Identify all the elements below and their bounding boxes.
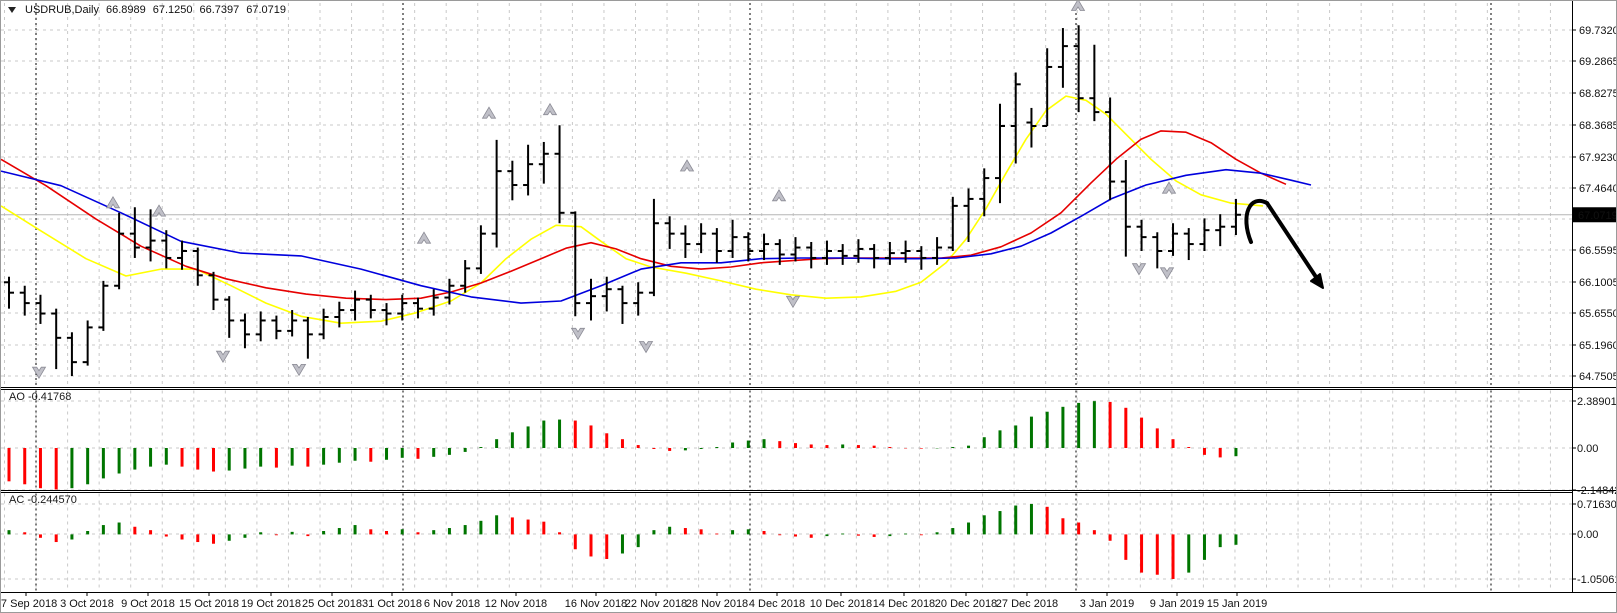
svg-text:16 Nov 2018: 16 Nov 2018 [565,598,627,610]
svg-text:69.2865: 69.2865 [1579,56,1617,68]
svg-text:67.9230: 67.9230 [1579,152,1617,164]
fractal-down-icon [1131,263,1147,276]
grid-lines [1,3,1572,592]
symbol-dropdown-icon[interactable] [8,7,16,13]
svg-text:68.3685: 68.3685 [1579,120,1617,132]
fractal-down-icon [291,363,307,377]
arrow-head [1310,273,1324,289]
svg-text:28 Nov 2018: 28 Nov 2018 [686,598,748,610]
svg-text:12 Nov 2018: 12 Nov 2018 [485,598,547,610]
svg-text:-1.05061: -1.05061 [1577,574,1617,586]
trend-annotation-arrow[interactable] [1244,199,1324,289]
svg-text:14 Dec 2018: 14 Dec 2018 [873,598,935,610]
ao-indicator-label: AO -0.41768 [9,391,72,403]
fractal-up-icon [771,189,787,202]
fractal-down-icon [785,295,801,309]
svg-text:3 Jan 2019: 3 Jan 2019 [1080,598,1134,610]
symbol-period-label: USDRUB,Daily [25,4,99,16]
ohlc-bars [4,25,1241,377]
svg-text:10 Dec 2018: 10 Dec 2018 [810,598,872,610]
period-separator-lines [35,3,1492,592]
ac-indicator-label: AC -0.244570 [9,494,77,506]
svg-text:66.5595: 66.5595 [1579,245,1617,257]
fractal-down-icon [570,327,586,341]
svg-text:65.6550: 65.6550 [1579,308,1617,320]
svg-text:3 Oct 2018: 3 Oct 2018 [60,598,114,610]
svg-text:15 Jan 2019: 15 Jan 2019 [1207,598,1268,610]
fractal-up-icon [151,204,167,217]
svg-text:69.7320: 69.7320 [1579,25,1617,37]
svg-text:9 Oct 2018: 9 Oct 2018 [121,598,175,610]
fractal-up-icon [105,196,121,209]
fractal-arrows [31,1,1177,379]
svg-text:25 Oct 2018: 25 Oct 2018 [302,598,362,610]
svg-text:6 Nov 2018: 6 Nov 2018 [424,598,480,610]
svg-text:19 Oct 2018: 19 Oct 2018 [241,598,301,610]
fractal-down-icon [638,341,654,354]
ao-histogram [7,401,1238,490]
fractal-up-icon [542,102,558,116]
quote-high: 67.1250 [152,4,193,16]
alligator-jaw-line [1,168,1312,304]
svg-text:27 Sep 2018: 27 Sep 2018 [1,598,57,610]
quote-open: 66.8989 [105,4,146,16]
svg-text:9 Jan 2019: 9 Jan 2019 [1150,598,1204,610]
svg-text:4 Dec 2018: 4 Dec 2018 [749,598,805,610]
svg-text:22 Nov 2018: 22 Nov 2018 [625,598,687,610]
fractal-up-icon [679,159,695,172]
svg-text:20 Dec 2018: 20 Dec 2018 [935,598,997,610]
ac-histogram [7,503,1238,579]
svg-text:64.7505: 64.7505 [1579,371,1617,383]
svg-text:0.00: 0.00 [1577,443,1598,455]
alligator-teeth-line [1,130,1287,301]
fractal-down-icon [31,366,47,379]
svg-text:15 Oct 2018: 15 Oct 2018 [179,598,239,610]
chart-header: USDRUB,Daily 66.8989 67.1250 66.7397 67.… [8,4,286,16]
svg-text:67.4640: 67.4640 [1579,183,1617,195]
fractal-up-icon [1161,181,1177,194]
svg-text:68.8275: 68.8275 [1579,88,1617,100]
alligator-lips-line [1,95,1264,324]
quote-low: 66.7397 [199,4,240,16]
price-axis[interactable]: 69.7320 69.2865 68.8275 68.3685 67.9230 67.46… [1572,25,1617,586]
fractal-down-icon [215,350,231,363]
svg-text:0.00: 0.00 [1577,529,1598,541]
svg-text:0.716302: 0.716302 [1577,499,1617,511]
svg-text:67.0719: 67.0719 [1578,210,1617,222]
fractal-up-icon [1070,1,1086,11]
svg-text:31 Oct 2018: 31 Oct 2018 [362,598,422,610]
time-axis[interactable]: 27 Sep 2018 3 Oct 2018 9 Oct 2018 15 Oct 20… [1,592,1268,611]
svg-text:66.1005: 66.1005 [1579,277,1617,289]
current-price-marker: 67.0719 [1572,207,1617,223]
fractal-up-icon [416,231,432,244]
svg-text:-2.14842: -2.14842 [1577,485,1617,497]
fractal-up-icon [481,106,497,119]
svg-text:65.1960: 65.1960 [1579,340,1617,352]
svg-text:27 Dec 2018: 27 Dec 2018 [996,598,1058,610]
svg-text:2.38901: 2.38901 [1577,396,1617,408]
fractal-down-icon [1159,267,1175,280]
quote-close: 67.0719 [246,4,287,16]
